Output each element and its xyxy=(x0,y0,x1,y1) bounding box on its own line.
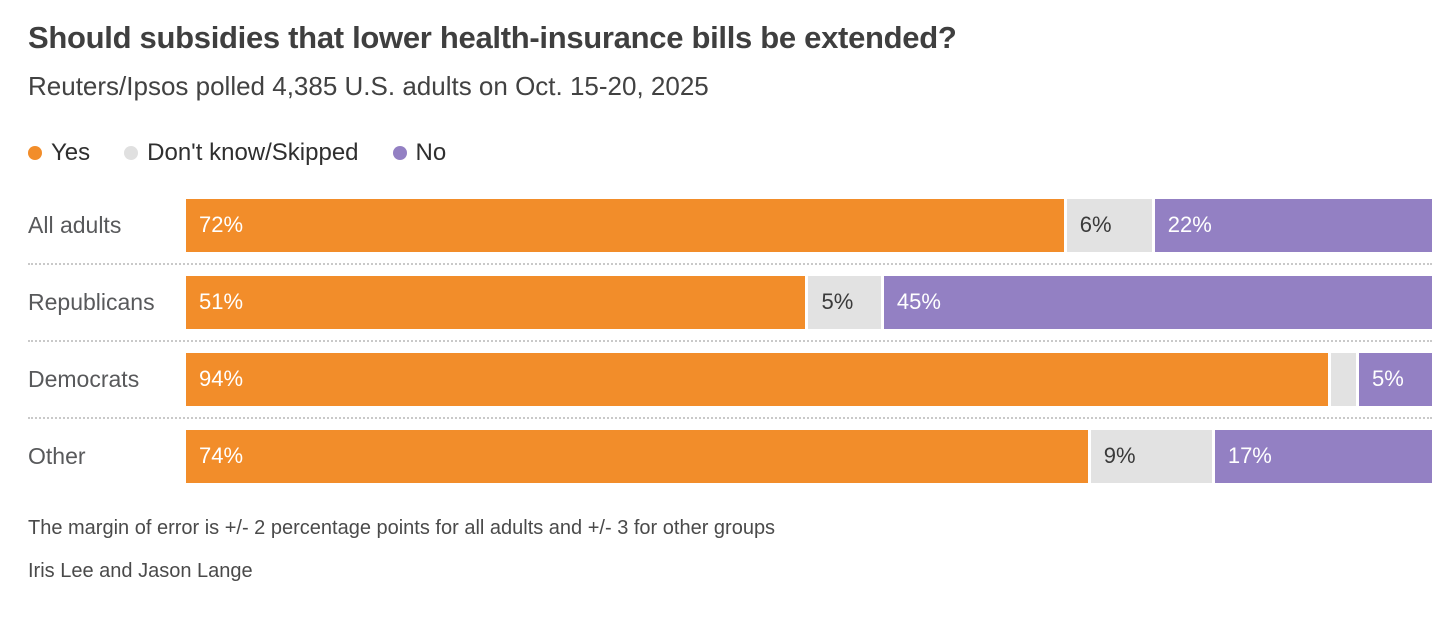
chart-row: Republicans 51% 5% 45% xyxy=(28,262,1432,329)
bar-segment: 72% xyxy=(186,198,1064,252)
legend-item-no: No xyxy=(392,138,447,167)
bar-track: 74% 9% 17% xyxy=(186,429,1432,483)
legend-label-yes: Yes xyxy=(51,138,91,166)
chart-row: Other 74% 9% 17% xyxy=(28,416,1432,483)
bar-segment: 9% xyxy=(1090,429,1212,483)
bar-track: 94% 5% xyxy=(186,352,1432,406)
legend-item-yes: Yes xyxy=(28,139,90,167)
page-title: Should subsidies that lower health-insur… xyxy=(28,20,957,55)
legend-label-dont-know: Don't know/Skipped xyxy=(147,138,359,166)
bar-segment: 51% xyxy=(186,275,806,329)
chart-row: All adults 72% 6% 22% xyxy=(28,198,1432,252)
legend-dot-dont-know-icon xyxy=(124,145,139,160)
margin-of-error-note: The margin of error is +/- 2 percentage … xyxy=(28,516,776,539)
bar-segment: 45% xyxy=(883,275,1432,329)
byline: Iris Lee and Jason Lange xyxy=(28,559,253,582)
chart-legend: Yes Don't know/Skipped No xyxy=(28,139,1432,167)
bar-track: 72% 6% 22% xyxy=(186,198,1432,252)
category-label: Other xyxy=(28,442,86,469)
category-label: All adults xyxy=(28,211,122,238)
legend-dot-yes-icon xyxy=(28,145,42,160)
bar-segment: 17% xyxy=(1214,429,1432,483)
legend-dot-no-icon xyxy=(392,145,407,160)
chart-row: Democrats 94% 5% xyxy=(28,339,1432,406)
category-label: Democrats xyxy=(28,365,140,392)
bar-chart: All adults 72% 6% 22% Republicans 51% 5% 45% Dem… xyxy=(28,198,1432,483)
bar-segment: 74% xyxy=(186,429,1088,483)
chart-subtitle: Reuters/Ipsos polled 4,385 U.S. adults o… xyxy=(28,70,709,101)
legend-label-no: No xyxy=(415,138,447,166)
category-label: Republicans xyxy=(28,288,155,315)
bar-track: 51% 5% 45% xyxy=(186,275,1432,329)
bar-segment xyxy=(1330,352,1356,406)
bar-segment: 6% xyxy=(1066,198,1152,252)
bar-segment: 5% xyxy=(1358,352,1432,406)
bar-segment: 5% xyxy=(808,275,881,329)
bar-segment: 94% xyxy=(186,352,1328,406)
bar-segment: 22% xyxy=(1154,198,1432,252)
legend-item-dont-know: Don't know/Skipped xyxy=(124,138,359,167)
